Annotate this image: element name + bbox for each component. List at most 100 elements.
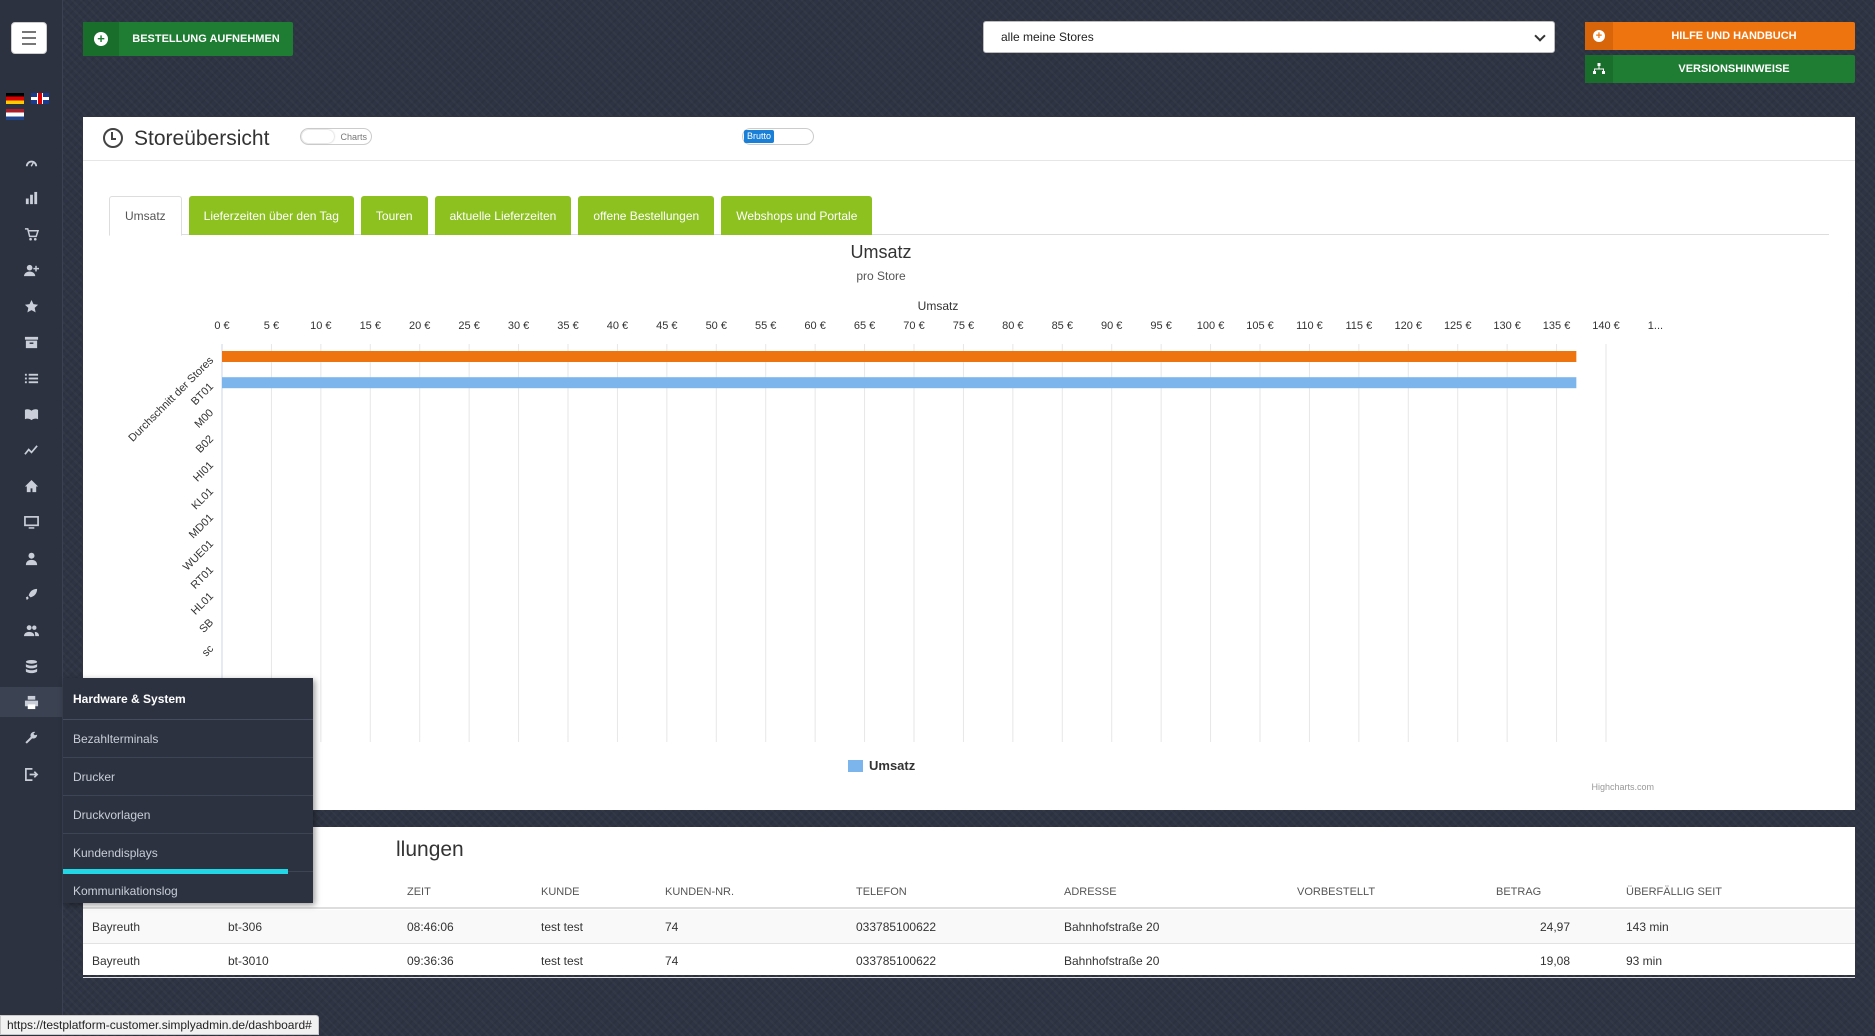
- x-tick-label: 135 €: [1543, 320, 1571, 332]
- user-plus-icon[interactable]: [0, 255, 63, 285]
- tab-aktuelle-lieferzeiten[interactable]: aktuelle Lieferzeiten: [434, 196, 572, 235]
- col-vorbestellt[interactable]: VORBESTELLT: [1297, 886, 1376, 898]
- brutto-toggle[interactable]: Brutto: [742, 128, 814, 145]
- x-tick-label: 1...: [1648, 320, 1663, 332]
- store-overview-panel: Storeübersicht Charts Brutto Umsatz Lief…: [83, 117, 1855, 810]
- rocket-icon[interactable]: [0, 579, 63, 609]
- x-tick-label: 60 €: [804, 320, 825, 332]
- cell-order[interactable]: bt-3010: [228, 953, 269, 968]
- col-adresse[interactable]: ADRESSE: [1064, 886, 1117, 898]
- x-tick-label: 115 €: [1345, 320, 1372, 332]
- x-tick-label: 55 €: [755, 320, 776, 332]
- flyout-item-bezahlterminals[interactable]: Bezahlterminals: [63, 720, 313, 758]
- cell-order[interactable]: bt-306: [228, 919, 263, 934]
- col-betrag[interactable]: BETRAG: [1496, 886, 1542, 898]
- tab-offene-bestellungen[interactable]: offene Bestellungen: [578, 196, 715, 235]
- status-bar-url: https://testplatform-customer.simplyadmi…: [0, 1015, 319, 1035]
- charts-toggle[interactable]: Charts: [300, 128, 372, 145]
- x-tick-label: 130 €: [1493, 320, 1521, 332]
- tab-lieferzeiten-tag[interactable]: Lieferzeiten über den Tag: [188, 196, 354, 235]
- x-tick-label: 20 €: [409, 320, 430, 332]
- tab-touren[interactable]: Touren: [360, 196, 428, 235]
- flyout-title: Hardware & System: [63, 678, 313, 720]
- cell-time: 08:46:06: [407, 919, 454, 934]
- flag-nl-icon[interactable]: [6, 109, 24, 120]
- x-tick-label: 15 €: [360, 320, 381, 332]
- table-row[interactable]: Bayreuth bt-306 08:46:06 test test 74 03…: [83, 910, 1855, 944]
- tab-bar: Umsatz Lieferzeiten über den Tag Touren …: [109, 196, 1829, 236]
- version-notes-button[interactable]: VERSIONSHINWEISE: [1585, 55, 1855, 83]
- add-order-label: BESTELLUNG AUFNEHMEN: [132, 33, 280, 45]
- x-tick-label: 10 €: [310, 320, 331, 332]
- cart-icon[interactable]: [0, 219, 63, 249]
- col-ueberfaellig[interactable]: ÜBERFÄLLIG SEIT: [1626, 886, 1722, 898]
- revenue-chart: Umsatz pro Store Umsatz 0 € 5 € 10 € 15 € 20 € 2…: [126, 242, 1663, 792]
- bar-chart-icon[interactable]: [0, 183, 63, 213]
- tab-umsatz[interactable]: Umsatz: [109, 196, 182, 236]
- y-tick-label: HL01: [189, 590, 216, 617]
- col-kunden-nr[interactable]: KUNDEN-NR.: [665, 886, 735, 898]
- flyout-item-kommunikationslog[interactable]: Kommunikationslog: [73, 884, 178, 898]
- x-tick-label: 120 €: [1395, 320, 1423, 332]
- chevron-down-icon: [1534, 30, 1546, 42]
- flag-gb-icon[interactable]: [31, 93, 49, 104]
- flag-de-icon[interactable]: [6, 93, 24, 104]
- x-tick-label: 40 €: [607, 320, 628, 332]
- hamburger-menu-button[interactable]: [11, 22, 47, 54]
- database-icon[interactable]: [0, 651, 63, 681]
- flyout-item-druckvorlagen[interactable]: Druckvorlagen: [63, 796, 313, 834]
- col-kunde[interactable]: KUNDE: [541, 886, 580, 898]
- cell-phone: 033785100622: [856, 919, 937, 934]
- logout-icon[interactable]: [0, 759, 63, 789]
- cell-time: 09:36:36: [407, 953, 454, 968]
- list-icon[interactable]: [0, 363, 63, 393]
- x-tick-label: 110 €: [1296, 320, 1323, 332]
- y-tick-label: M00: [192, 407, 216, 431]
- printer-icon[interactable]: [0, 687, 63, 717]
- y-tick-label: sc: [200, 642, 217, 659]
- dashboard-icon[interactable]: [0, 147, 63, 177]
- cell-amount: 24,97: [1539, 919, 1570, 934]
- x-tick-label: 25 €: [458, 320, 479, 332]
- legend-swatch: [848, 760, 863, 772]
- x-axis-title: Umsatz: [918, 299, 959, 313]
- col-telefon[interactable]: TELEFON: [856, 886, 907, 898]
- cell-phone: 033785100622: [856, 953, 937, 968]
- y-tick-label: KL01: [189, 486, 216, 513]
- bar-bt01: [222, 377, 1577, 389]
- x-tick-label: 100 €: [1197, 320, 1225, 332]
- cell-customer-no: 74: [665, 919, 679, 934]
- monitor-icon[interactable]: [0, 507, 63, 537]
- x-tick-label: 50 €: [706, 320, 727, 332]
- cell-amount: 19,08: [1539, 953, 1570, 968]
- tab-webshops-portale[interactable]: Webshops und Portale: [721, 196, 873, 235]
- archive-icon[interactable]: [0, 327, 63, 357]
- panel-header: Storeübersicht Charts Brutto: [83, 117, 1855, 161]
- brutto-toggle-label: Brutto: [744, 130, 775, 143]
- x-tick-label: 0 €: [214, 320, 229, 332]
- overdue-orders-panel: llungen ZEIT KUNDE KUNDEN-NR. TELEFON AD…: [83, 827, 1855, 978]
- x-tick-label: 5 €: [264, 320, 279, 332]
- chart-credits: Highcharts.com: [1591, 782, 1654, 792]
- flyout-item-drucker[interactable]: Drucker: [63, 758, 313, 796]
- book-icon[interactable]: [0, 399, 63, 429]
- users-icon[interactable]: [0, 615, 63, 645]
- home-icon[interactable]: [0, 471, 63, 501]
- chart-title: Umsatz: [850, 242, 911, 262]
- user-icon[interactable]: [0, 543, 63, 573]
- legend-label: Umsatz: [869, 758, 916, 773]
- plus-circle-icon: +: [83, 22, 119, 56]
- star-icon[interactable]: [0, 291, 63, 321]
- help-label: HILFE UND HANDBUCH: [1671, 30, 1797, 42]
- table-row[interactable]: Bayreuth bt-3010 09:36:36 test test 74 0…: [83, 944, 1855, 978]
- charts-toggle-label: Charts: [340, 131, 367, 142]
- add-order-button[interactable]: + BESTELLUNG AUFNEHMEN: [83, 22, 293, 56]
- help-button[interactable]: + HILFE UND HANDBUCH: [1585, 22, 1855, 50]
- wrench-icon[interactable]: [0, 723, 63, 753]
- col-zeit[interactable]: ZEIT: [407, 886, 431, 898]
- store-select[interactable]: alle meine Stores: [983, 21, 1555, 53]
- x-tick-label: 95 €: [1150, 320, 1171, 332]
- flyout-item-kundendisplays[interactable]: Kundendisplays: [63, 834, 313, 874]
- line-chart-icon[interactable]: [0, 435, 63, 465]
- x-tick-label: 45 €: [656, 320, 677, 332]
